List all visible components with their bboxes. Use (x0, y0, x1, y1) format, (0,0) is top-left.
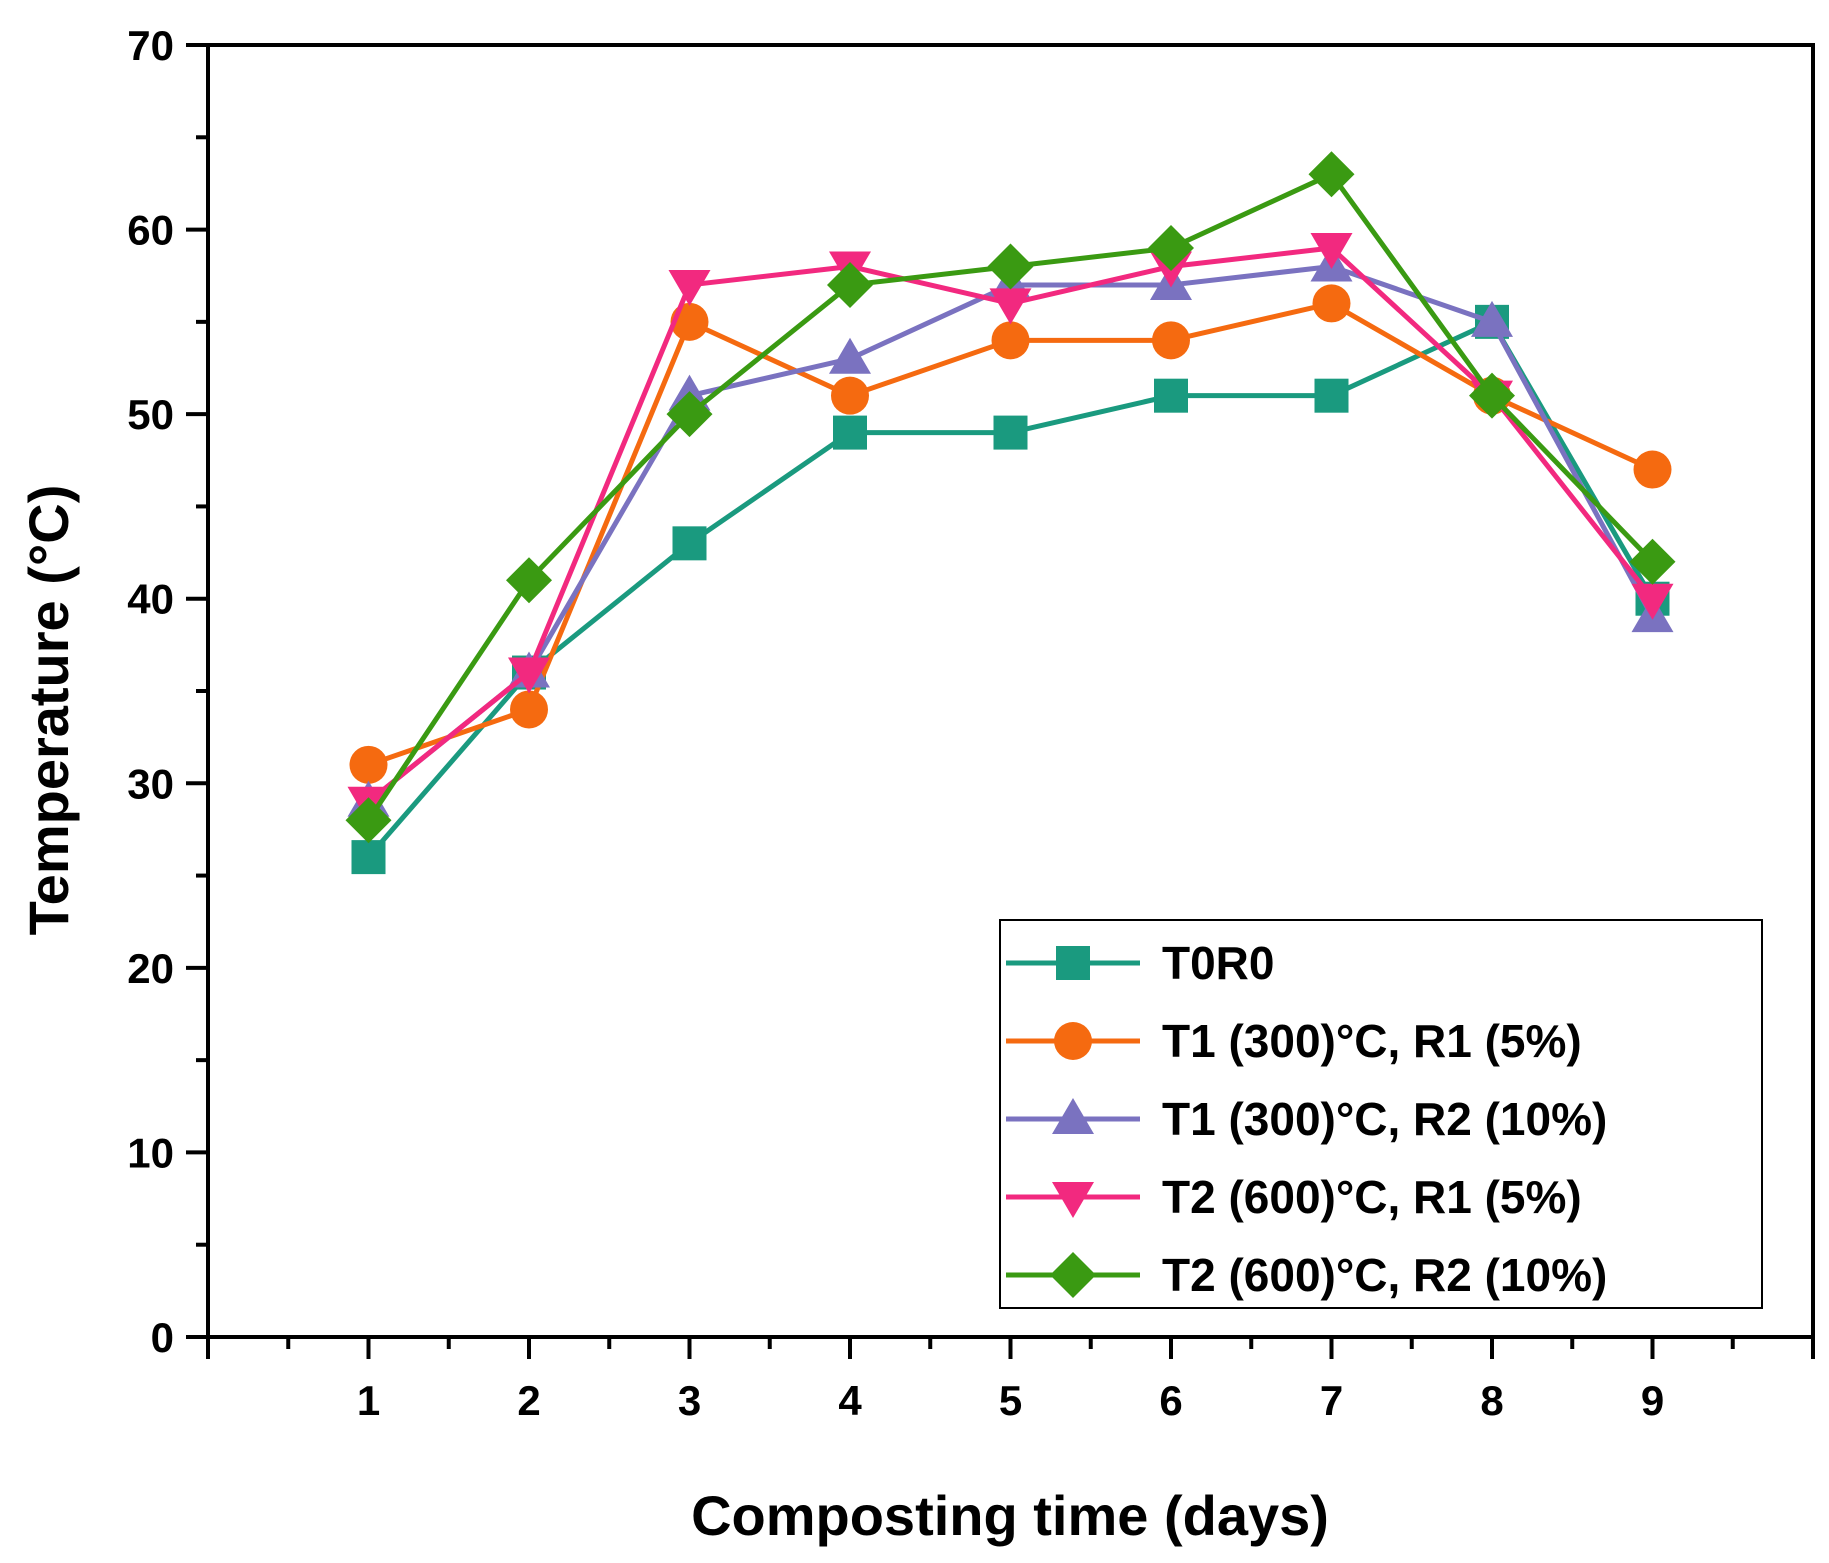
data-point (1629, 538, 1676, 585)
data-point (987, 243, 1034, 290)
data-point (1312, 284, 1351, 323)
x-tick-label: 9 (1641, 1377, 1664, 1424)
legend: T0R0 T1 (300)°C, R1 (5%) T1 (300)°C, R2 (1… (999, 919, 1763, 1309)
legend-label: T2 (600)°C, R1 (5%) (1162, 1171, 1582, 1223)
x-tick-label: 1 (357, 1377, 380, 1424)
series-1 (349, 284, 1672, 784)
data-point (1314, 378, 1349, 413)
series-0 (351, 304, 1670, 875)
data-point (508, 657, 550, 694)
legend-marker (1052, 1098, 1094, 1134)
x-tick-label: 8 (1480, 1377, 1503, 1424)
data-point (1469, 372, 1515, 419)
y-tick-label: 50 (127, 391, 174, 438)
x-tick-label: 6 (1159, 1377, 1182, 1424)
y-tick-label: 30 (127, 760, 174, 807)
legend-marker (1056, 946, 1090, 980)
y-tick-label: 0 (151, 1314, 174, 1361)
data-point (1471, 300, 1513, 337)
y-tick-label: 40 (127, 576, 174, 623)
legend-label: T2 (600)°C, R2 (10%) (1162, 1249, 1607, 1301)
data-point (1631, 583, 1674, 620)
data-point (672, 526, 707, 561)
data-point (666, 391, 713, 438)
y-tick-label: 70 (127, 22, 174, 69)
data-point (831, 376, 869, 415)
data-point (991, 321, 1030, 360)
data-point (349, 745, 388, 784)
series-line (367, 300, 1654, 768)
data-point (510, 690, 548, 729)
x-tick-label: 2 (517, 1377, 540, 1424)
data-point (989, 288, 1032, 325)
legend-marker (1052, 1182, 1094, 1218)
y-tick-label: 20 (127, 945, 174, 992)
data-point (993, 415, 1028, 450)
series-4 (345, 151, 1676, 844)
data-point (351, 840, 386, 875)
data-point (1148, 225, 1194, 272)
legend-label: T0R0 (1162, 937, 1274, 989)
y-tick-label: 60 (127, 207, 174, 254)
data-point (829, 337, 871, 374)
data-point (1152, 321, 1190, 360)
data-point (1310, 233, 1353, 270)
legend-marker (1050, 1252, 1096, 1298)
x-tick-label: 3 (678, 1377, 701, 1424)
data-point (506, 557, 552, 604)
data-point (827, 261, 873, 308)
x-tick-label: 5 (999, 1377, 1022, 1424)
data-point (833, 415, 867, 450)
data-point (345, 797, 392, 844)
x-axis-title: Composting time (days) (691, 1484, 1329, 1547)
legend-box (999, 919, 1763, 1309)
series-3 (347, 233, 1674, 823)
data-point (668, 269, 711, 306)
data-point (1633, 450, 1672, 489)
x-tick-label: 7 (1320, 1377, 1343, 1424)
legend-label: T1 (300)°C, R2 (10%) (1162, 1093, 1607, 1145)
data-point (1308, 151, 1355, 198)
y-tick-label: 10 (127, 1129, 174, 1176)
data-point (1154, 378, 1188, 413)
legend-marker (1054, 1022, 1092, 1060)
legend-label: T1 (300)°C, R1 (5%) (1162, 1015, 1582, 1067)
x-tick-label: 4 (838, 1377, 862, 1424)
y-axis-title: Temperature (°C) (17, 485, 80, 936)
